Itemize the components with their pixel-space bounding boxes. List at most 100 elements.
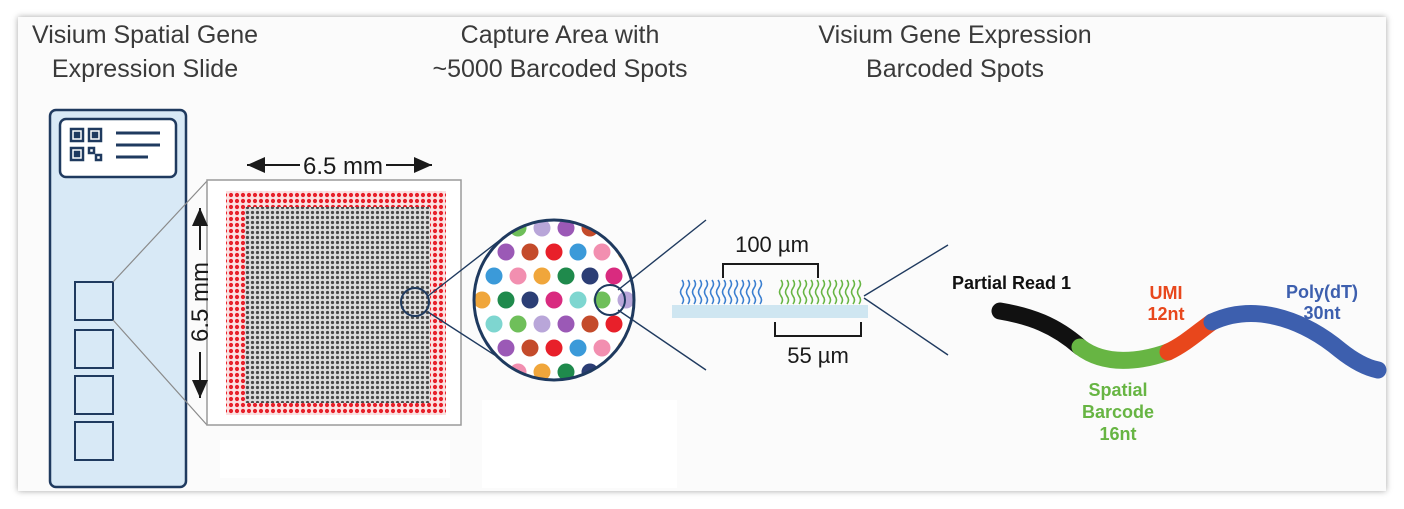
oligo-strand xyxy=(691,279,697,305)
magnified-circle-border xyxy=(472,218,636,382)
colored-spot xyxy=(509,267,527,285)
colored-spot xyxy=(569,291,587,309)
colored-spot xyxy=(593,339,611,357)
spot-grid xyxy=(245,207,430,403)
height-dimension: 6.5 mm xyxy=(187,208,214,398)
barcode-label-line-3: 16nt xyxy=(1099,424,1136,444)
colored-spot xyxy=(497,339,515,357)
oligo-strand xyxy=(814,279,820,305)
colored-spot xyxy=(533,363,551,380)
oligo-strand xyxy=(739,279,745,305)
capture-oligo xyxy=(991,302,1387,379)
zoom-circle xyxy=(400,287,430,317)
colored-spot xyxy=(605,363,623,380)
zoom-line-top xyxy=(112,180,208,283)
spots-heading-line-2: Barcoded Spots xyxy=(866,55,1044,83)
zoom-line-3-top xyxy=(617,219,707,291)
zoom-line-2-top xyxy=(427,239,501,297)
oligo-strand xyxy=(727,279,733,305)
slide-heading: Visium Spatial Gene Expression Slide xyxy=(0,18,290,86)
colored-spot xyxy=(485,315,503,333)
capture-area-3 xyxy=(74,375,114,415)
substrate xyxy=(672,305,868,318)
zoom-line-3-bottom xyxy=(617,309,707,371)
width-label: 6.5 mm xyxy=(303,153,383,180)
capture-heading-line-2: ~5000 Barcoded Spots xyxy=(432,55,688,83)
spacing-bracket xyxy=(722,263,819,278)
colored-spot xyxy=(642,292,659,309)
oligo-strand xyxy=(802,279,808,305)
barcoded-spots-side-view: 100 µm 55 µm xyxy=(672,232,868,368)
oligo-strand xyxy=(757,279,763,305)
spot-zoom-circle xyxy=(594,284,626,316)
blank-panel-2 xyxy=(482,400,677,488)
oligo-strand xyxy=(685,279,691,305)
colored-spot xyxy=(557,220,575,237)
oligo-strand xyxy=(826,279,832,305)
text-lines-icon xyxy=(116,131,160,159)
colored-spot xyxy=(617,339,634,357)
colored-spot xyxy=(545,339,563,357)
qr-code-icon xyxy=(69,127,103,162)
umi-label: UMI xyxy=(1150,283,1183,303)
oligo-strand xyxy=(844,279,850,305)
width-dimension: 6.5 mm xyxy=(247,153,432,180)
colored-spot xyxy=(474,220,479,237)
magnified-spots xyxy=(472,218,659,382)
colored-spot xyxy=(497,243,515,261)
colored-spot xyxy=(605,267,623,285)
oligo-strand xyxy=(850,279,856,305)
blank-panel xyxy=(220,440,450,478)
oligo-strand xyxy=(784,279,790,305)
colored-spot xyxy=(629,363,634,380)
colored-spot xyxy=(474,339,491,357)
colored-spot xyxy=(557,363,575,380)
colored-spot xyxy=(521,291,539,309)
slide-body xyxy=(48,108,188,489)
height-label: 6.5 mm xyxy=(187,262,214,342)
capture-area xyxy=(206,179,462,478)
zoom-line-bottom xyxy=(112,319,208,426)
oligo-strand xyxy=(721,279,727,305)
colored-spot xyxy=(533,220,551,237)
capture-heading: Capture Area with ~5000 Barcoded Spots xyxy=(400,18,720,86)
colored-spot xyxy=(629,220,634,237)
zoom-line-4-bottom xyxy=(863,297,949,356)
partial-read-1-segment xyxy=(991,302,1089,356)
green-spot-oligos xyxy=(778,279,862,305)
barcode-label-line-1: Spatial xyxy=(1088,380,1147,400)
oligo-strand xyxy=(751,279,757,305)
oligo-strand xyxy=(679,279,685,305)
colored-spot xyxy=(605,220,623,237)
visium-slide xyxy=(48,108,188,489)
slide-heading-line-1: Visium Spatial Gene xyxy=(31,21,259,49)
diameter-label: 55 µm xyxy=(787,343,849,368)
colored-spot xyxy=(593,291,611,309)
colored-spot xyxy=(581,315,599,333)
colored-spot xyxy=(593,243,611,261)
oligo-strand xyxy=(820,279,826,305)
colored-spot xyxy=(533,267,551,285)
oligo-strand xyxy=(796,279,802,305)
colored-spot xyxy=(521,339,539,357)
colored-spot xyxy=(485,220,503,237)
capture-area-4 xyxy=(74,421,114,461)
zoom-line-4-top xyxy=(863,244,949,297)
colored-spot xyxy=(569,339,587,357)
colored-spot xyxy=(521,243,539,261)
slide-heading-line-2: Expression Slide xyxy=(51,55,239,83)
barcode-label-line-2: Barcode xyxy=(1082,402,1154,422)
colored-spot xyxy=(642,244,659,261)
colored-spot xyxy=(617,243,634,261)
spatial-barcode-segment xyxy=(1071,338,1177,369)
oligo-strand xyxy=(715,279,721,305)
capture-heading-line-1: Capture Area with xyxy=(460,21,660,49)
umi-length-label: 12nt xyxy=(1147,304,1184,324)
polydt-label: Poly(dT) xyxy=(1286,282,1358,302)
colored-spot xyxy=(474,291,491,309)
colored-spot xyxy=(533,315,551,333)
capture-area-1 xyxy=(74,281,114,321)
colored-spot xyxy=(605,315,623,333)
colored-spot xyxy=(557,315,575,333)
colored-spot xyxy=(642,340,659,357)
